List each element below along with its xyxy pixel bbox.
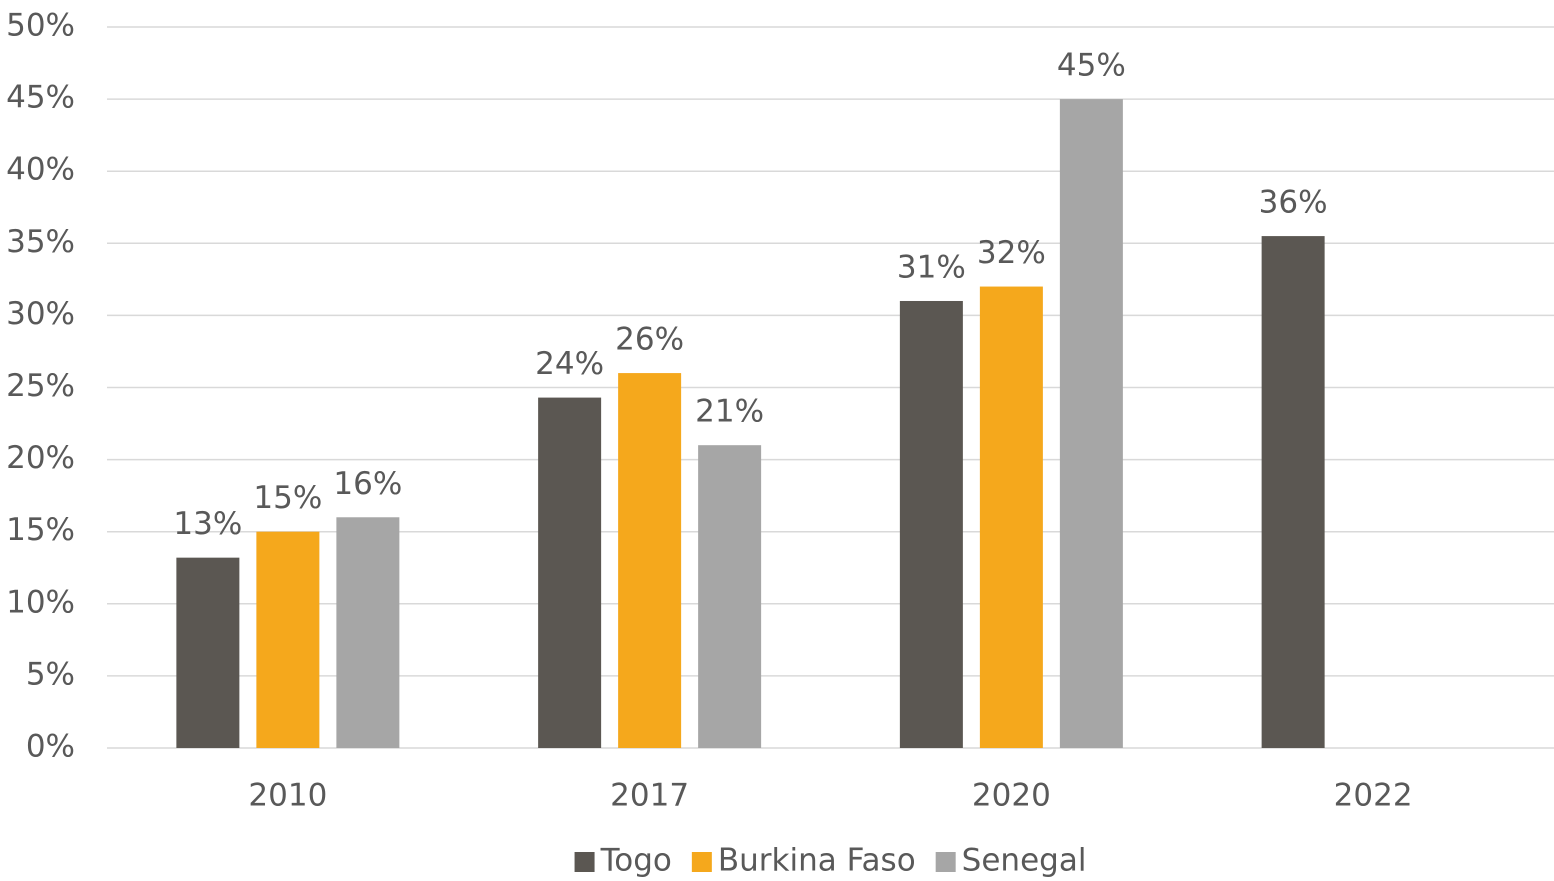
x-tick-label: 2020 [972,778,1051,814]
y-tick-label: 5% [26,656,75,692]
data-label: 24% [535,346,604,382]
bar [538,397,602,748]
x-tick-label: 2017 [610,778,689,814]
y-tick-label: 35% [6,224,75,260]
legend-swatch [935,852,956,872]
legend-label: Togo [600,843,672,879]
bar [979,286,1043,748]
data-label: 26% [615,322,684,358]
bar [336,517,400,748]
data-label: 21% [695,394,764,430]
data-label: 31% [897,249,966,285]
bar [899,300,963,748]
data-label: 13% [173,506,242,542]
data-label: 36% [1259,185,1328,221]
x-tick-label: 2010 [248,778,327,814]
y-tick-label: 50% [6,8,75,44]
y-tick-label: 0% [26,729,75,765]
y-tick-label: 25% [6,368,75,404]
y-tick-label: 45% [6,80,75,116]
bar [1059,99,1123,749]
y-tick-label: 20% [6,440,75,476]
legend-swatch [574,852,595,872]
bar [1261,236,1325,748]
y-tick-label: 10% [6,584,75,620]
legend-label: Senegal [962,843,1087,879]
y-tick-label: 30% [6,296,75,332]
bar [256,531,320,748]
bar [618,373,682,748]
bar [176,557,240,748]
legend-label: Burkina Faso [718,843,916,879]
data-label: 16% [333,466,402,502]
y-tick-label: 40% [6,152,75,188]
y-tick-label: 15% [6,512,75,548]
legend-swatch [691,852,712,872]
x-tick-label: 2022 [1334,778,1413,814]
data-label: 15% [253,480,322,516]
bar [698,445,762,748]
data-label: 45% [1057,48,1126,84]
data-label: 32% [977,235,1046,271]
